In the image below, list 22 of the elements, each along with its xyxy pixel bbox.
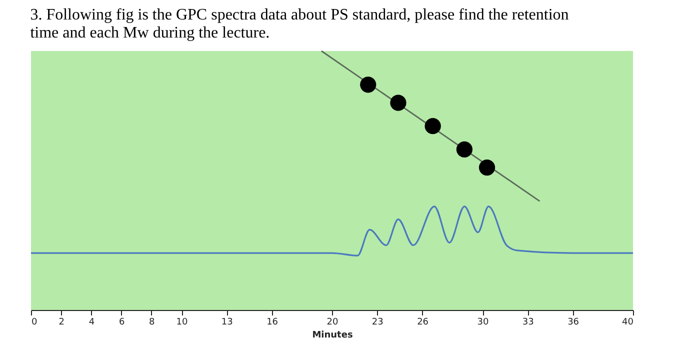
x-tick-label: 10 bbox=[176, 318, 188, 328]
point bbox=[456, 141, 472, 158]
x-tick-label: 26 bbox=[417, 318, 429, 328]
point bbox=[360, 76, 376, 93]
chart-title: 3. Following fig is the GPC spectra data about PS standard, please find the retention time and each Mw during the lecture. bbox=[30, 6, 569, 42]
x-axis-title: Minutes bbox=[312, 330, 353, 340]
x-tick-label: 2 bbox=[58, 318, 64, 328]
point bbox=[424, 118, 441, 134]
x-tick-label: 0 bbox=[32, 318, 38, 328]
x-tick-label: 33 bbox=[522, 318, 534, 328]
x-tick-label: 16 bbox=[266, 318, 278, 328]
point bbox=[478, 160, 496, 176]
x-tick-label: 30 bbox=[477, 318, 489, 328]
x-tick-label: 23 bbox=[372, 318, 384, 328]
x-tick-label: 40 bbox=[622, 318, 634, 328]
x-tick-label: 6 bbox=[118, 318, 125, 328]
point bbox=[390, 94, 406, 111]
x-tick-label: 13 bbox=[221, 318, 233, 328]
x-tick-label: 36 bbox=[568, 318, 580, 328]
x-tick-label: 20 bbox=[326, 318, 338, 328]
x-tick-label: 8 bbox=[149, 318, 156, 328]
x-tick-label: 4 bbox=[88, 318, 95, 328]
